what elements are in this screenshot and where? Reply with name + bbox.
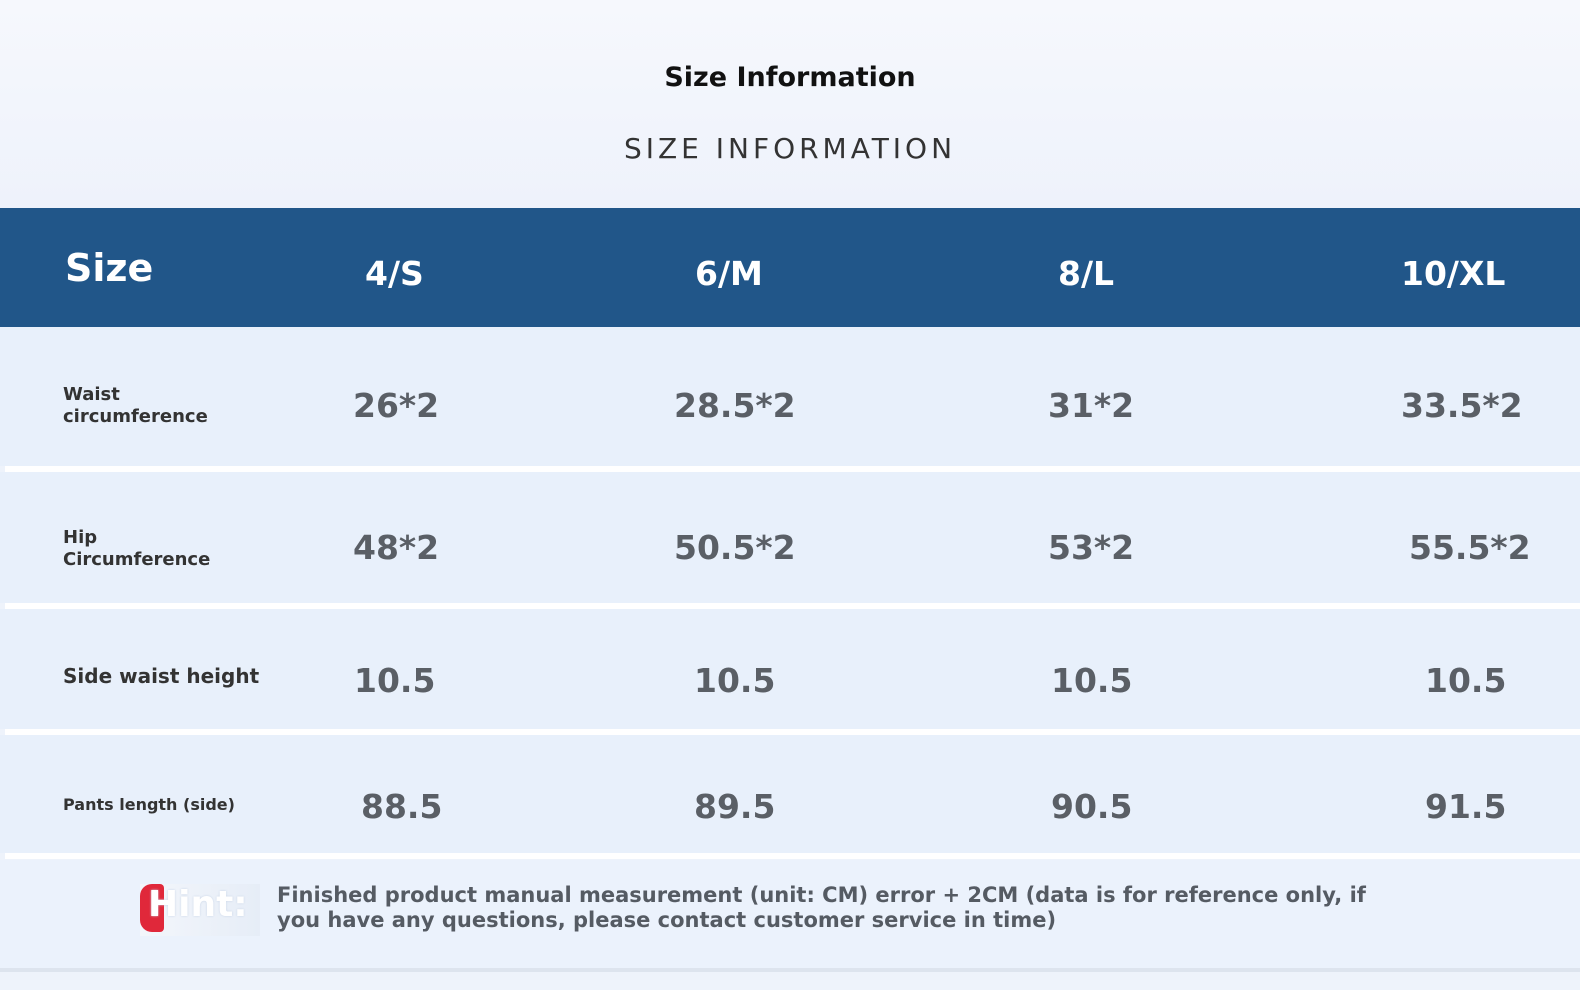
cell-pants-6m: 89.5 (694, 787, 776, 826)
row-divider (5, 603, 1580, 609)
title-area (0, 0, 1580, 208)
row-label-side-waist: Side waist height (63, 665, 259, 687)
row-label-line: Waist (63, 384, 120, 405)
cell-side-8l: 10.5 (1051, 661, 1133, 700)
cell-hip-6m: 50.5*2 (674, 528, 796, 567)
row-divider (5, 466, 1580, 472)
hint-text: Finished product manual measurement (uni… (277, 883, 1366, 932)
cell-waist-10xl: 33.5*2 (1401, 386, 1523, 425)
row-divider (5, 729, 1580, 735)
row-label-line: Hip (63, 527, 98, 548)
cell-hip-8l: 53*2 (1048, 528, 1135, 567)
hint-section (0, 860, 1580, 968)
cell-pants-4s: 88.5 (361, 787, 443, 826)
header-col-4s: 4/S (365, 254, 424, 293)
row-divider (5, 853, 1580, 859)
cell-side-4s: 10.5 (354, 661, 436, 700)
cell-side-10xl: 10.5 (1425, 661, 1507, 700)
row-label-line: Circumference (63, 549, 211, 570)
cell-side-6m: 10.5 (694, 661, 776, 700)
cell-waist-8l: 31*2 (1048, 386, 1135, 425)
cell-pants-10xl: 91.5 (1425, 787, 1507, 826)
page-subtitle: SIZE INFORMATION (623, 132, 957, 165)
row-label-line: circumference (63, 406, 208, 427)
header-col-10xl: 10/XL (1401, 254, 1506, 293)
hint-accent-icon (140, 884, 164, 932)
header-col-8l: 8/L (1058, 254, 1115, 293)
bottom-divider (0, 968, 1580, 972)
row-label-pants-length: Pants length (side) (63, 794, 235, 816)
row-label-line: Side waist height (63, 664, 260, 688)
cell-waist-4s: 26*2 (353, 386, 440, 425)
page-title: Size Information (664, 62, 916, 93)
row-label-line: Pants length (side) (63, 795, 235, 814)
cell-pants-8l: 90.5 (1051, 787, 1133, 826)
table-row-hip (0, 472, 1580, 603)
table-header: Size 4/S 6/M 8/L 10/XL (0, 208, 1580, 327)
cell-hip-10xl: 55.5*2 (1409, 528, 1531, 567)
row-label-hip: Hip Circumference (63, 527, 210, 571)
cell-hip-4s: 48*2 (353, 528, 440, 567)
hint-label: Hint: (148, 884, 248, 925)
cell-waist-6m: 28.5*2 (674, 386, 796, 425)
table-row-pants-length (0, 735, 1580, 853)
header-col-6m: 6/M (695, 254, 763, 293)
row-label-waist: Waist circumference (63, 384, 208, 428)
table-row-side-waist (0, 609, 1580, 729)
header-size-label: Size (65, 246, 154, 290)
table-row-waist (0, 327, 1580, 466)
